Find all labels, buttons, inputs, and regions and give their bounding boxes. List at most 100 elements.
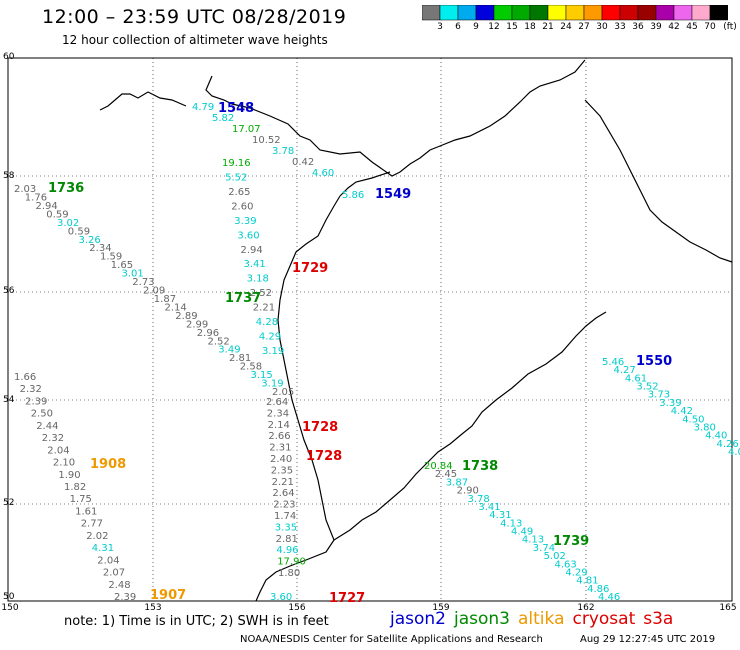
- lat-tick-60: 60: [3, 52, 15, 62]
- wave-height-reading: 2.09: [143, 286, 165, 297]
- wave-height-reading: 2.52: [208, 336, 230, 347]
- wave-height-reading: 3.78: [468, 494, 490, 505]
- wave-height-reading: 2.58: [240, 362, 262, 373]
- wave-height-reading: 3.39: [234, 216, 256, 227]
- wave-height-reading: 3.52: [636, 382, 658, 393]
- pass-time-label: 1548: [218, 101, 254, 116]
- wave-height-reading: 2.45: [435, 469, 457, 480]
- legend-satellite: s3a: [643, 609, 674, 629]
- color-scale-label: 33: [614, 22, 626, 32]
- wave-height-reading: 2.07: [103, 568, 125, 579]
- lon-tick-150: 150: [1, 603, 19, 613]
- lat-tick-58: 58: [3, 171, 15, 181]
- wave-height-reading: 0.59: [68, 226, 90, 237]
- wave-height-reading: 2.73: [132, 277, 154, 288]
- wave-height-reading: 4.63: [555, 559, 577, 570]
- coast-magadan-bay: [99, 91, 187, 111]
- lon-tick-153: 153: [144, 603, 162, 613]
- wave-height-reading: 4.26: [717, 439, 739, 450]
- wave-height-reading: 3.41: [244, 259, 266, 270]
- coast-okhotsk-north: [205, 59, 586, 177]
- pass-time-label: 1729: [292, 261, 328, 276]
- footer-credit: NOAA/NESDIS Center for Satellite Applica…: [240, 634, 543, 645]
- wave-height-reading: 1.90: [58, 470, 80, 481]
- footer-note: note: 1) Time is in UTC; 2) SWH is in fe…: [64, 614, 329, 629]
- wave-height-reading: 4.31: [92, 543, 114, 554]
- wave-height-reading: 3.02: [57, 218, 79, 229]
- wave-height-reading: 4.13: [500, 518, 522, 529]
- wave-height-reading: 2.05: [272, 387, 294, 398]
- wave-height-reading: 3.26: [79, 235, 101, 246]
- wave-height-reading: 2.32: [20, 384, 42, 395]
- wave-height-reading: 5.02: [544, 551, 566, 562]
- wave-height-reading: 3.01: [122, 269, 144, 280]
- wave-height-reading: 2.14: [165, 302, 187, 313]
- wave-height-reading: 1.76: [25, 193, 47, 204]
- satellite-legend: jason2 jason3 altika cryosat s3a: [390, 609, 681, 629]
- color-scale-label: 21: [542, 22, 554, 32]
- color-scale-label: 6: [455, 22, 461, 32]
- color-scale-label: 27: [578, 22, 590, 32]
- lat-tick-52: 52: [3, 498, 15, 508]
- map-title: 12:00 – 23:59 UTC 08/28/2019: [42, 6, 347, 28]
- wave-height-reading: 0.42: [292, 157, 314, 168]
- wave-height-reading: 1.59: [100, 252, 122, 263]
- wave-height-reading: 1.80: [278, 568, 300, 579]
- pass-time-label: 1550: [636, 354, 672, 369]
- pass-time-label: 1728: [306, 449, 342, 464]
- color-scale-label: 24: [560, 22, 572, 32]
- coast-kamchatka-north: [339, 171, 391, 197]
- lon-tick-156: 156: [288, 603, 306, 613]
- wave-height-reading: 2.34: [267, 408, 289, 419]
- wave-height-reading: 2.64: [272, 488, 294, 499]
- pass-time-label: 1549: [375, 187, 411, 202]
- color-scale-label: 36: [632, 22, 644, 32]
- color-scale-label: 15: [506, 22, 518, 32]
- wave-height-reading: 10.52: [252, 135, 281, 146]
- wave-height-reading: 2.21: [272, 477, 294, 488]
- legend-satellite: jason2: [390, 609, 446, 629]
- wave-height-reading: 4.61: [625, 373, 647, 384]
- wave-height-reading: 2.32: [42, 433, 64, 444]
- wave-height-reading: 4.27: [614, 365, 636, 376]
- legend-satellite: jason3: [454, 609, 510, 629]
- wave-height-reading: 2.52: [250, 288, 272, 299]
- wave-height-reading: 2.94: [241, 245, 263, 256]
- wave-height-reading: 2.34: [89, 243, 111, 254]
- pass-time-label: 1737: [225, 291, 261, 306]
- wave-height-reading: 3.35: [275, 522, 297, 533]
- wave-height-reading: 3.19: [262, 346, 284, 357]
- wave-height-reading: 4.96: [276, 545, 298, 556]
- wave-height-reading: 3.78: [272, 146, 294, 157]
- wave-height-reading: 2.35: [271, 465, 293, 476]
- lat-tick-56: 56: [3, 286, 15, 296]
- wave-height-reading: 2.02: [86, 531, 108, 542]
- wave-height-reading: 3.15: [251, 370, 273, 381]
- lon-tick-159: 159: [432, 603, 450, 613]
- wave-height-reading: 19.16: [222, 158, 251, 169]
- wave-height-reading: 2.31: [269, 443, 291, 454]
- wave-height-reading: 2.64: [266, 397, 288, 408]
- wave-height-reading: 4.13: [522, 535, 544, 546]
- wave-height-reading: 2.66: [268, 431, 290, 442]
- wave-height-reading: 2.94: [36, 201, 58, 212]
- footer-timestamp: Aug 29 12:27:45 UTC 2019: [580, 634, 716, 645]
- wave-height-reading: 2.40: [270, 454, 292, 465]
- color-scale-label: 12: [488, 22, 500, 32]
- wave-height-reading: 3.73: [648, 390, 670, 401]
- color-scale-label: 30: [596, 22, 608, 32]
- wave-height-reading: 2.10: [53, 458, 75, 469]
- wave-height-reading: 4.79: [192, 102, 214, 113]
- color-scale-label: 18: [524, 22, 536, 32]
- wave-height-reading: 17.90: [277, 557, 306, 568]
- wave-height-reading: 2.77: [81, 519, 103, 530]
- color-scale-label: 42: [668, 22, 680, 32]
- wave-height-reading: 2.39: [25, 396, 47, 407]
- wave-height-reading: 2.23: [273, 500, 295, 511]
- wave-height-reading: 4.42: [671, 406, 693, 417]
- color-scale-label: 39: [650, 22, 662, 32]
- wave-height-reading: 1.61: [75, 506, 97, 517]
- coastline: [99, 59, 733, 602]
- wave-height-reading: 17.07: [232, 124, 261, 135]
